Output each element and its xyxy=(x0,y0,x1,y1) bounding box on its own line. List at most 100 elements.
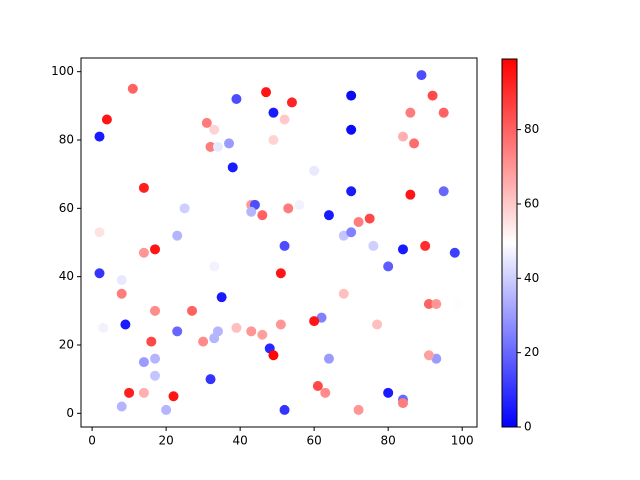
scatter-point xyxy=(323,353,334,364)
colorbar xyxy=(501,58,518,428)
scatter-point xyxy=(231,94,242,104)
y-tick-label: 20 xyxy=(59,338,74,352)
scatter-point xyxy=(397,398,408,409)
scatter-point xyxy=(224,138,235,149)
y-tick-label: 0 xyxy=(66,406,74,420)
scatter-point xyxy=(209,261,220,272)
scatter-point xyxy=(94,227,105,238)
scatter-point xyxy=(268,135,279,145)
scatter-point xyxy=(372,319,383,330)
y-tick-label: 40 xyxy=(59,269,74,283)
scatter-point xyxy=(209,333,220,344)
scatter-point xyxy=(275,319,286,330)
x-tick-label: 60 xyxy=(307,434,322,448)
x-tick-label: 0 xyxy=(88,434,96,448)
scatter-point xyxy=(150,305,161,316)
scatter-point xyxy=(449,247,460,258)
scatter-point xyxy=(172,230,183,241)
scatter-point xyxy=(323,210,334,221)
y-tick-label: 60 xyxy=(59,201,74,215)
scatter-point xyxy=(198,336,209,347)
scatter-point xyxy=(187,305,198,316)
scatter-point xyxy=(268,107,279,118)
scatter-point xyxy=(279,404,290,415)
scatter-point xyxy=(257,210,268,221)
scatter-point xyxy=(346,227,357,238)
scatter-point xyxy=(98,322,109,333)
scatter-point xyxy=(346,90,357,101)
scatter-point xyxy=(309,316,320,327)
scatter-point xyxy=(120,319,131,330)
scatter-point xyxy=(286,97,297,108)
scatter-point xyxy=(268,350,279,361)
scatter-point xyxy=(246,326,257,337)
scatter-point xyxy=(423,299,434,309)
scatter-point xyxy=(423,350,434,361)
x-tick-label: 20 xyxy=(158,434,173,448)
scatter-point xyxy=(261,87,272,98)
scatter-point xyxy=(397,131,408,142)
scatter-point xyxy=(405,107,416,118)
scatter-point xyxy=(309,165,320,176)
colorbar-tick-label: 20 xyxy=(524,345,539,359)
scatter-point xyxy=(346,186,357,197)
scatter-point xyxy=(353,404,364,415)
scatter-point xyxy=(312,381,323,391)
x-tick-label: 80 xyxy=(381,434,396,448)
scatter-point xyxy=(405,189,416,200)
scatter-point xyxy=(150,370,161,381)
scatter-point xyxy=(201,117,212,128)
scatter-point xyxy=(179,203,190,214)
scatter-point xyxy=(438,186,449,197)
scatter-point xyxy=(116,288,127,299)
colorbar-tick-label: 60 xyxy=(524,196,539,210)
x-tick-label: 40 xyxy=(232,434,247,448)
scatter-point xyxy=(320,387,331,398)
scatter-point xyxy=(338,288,349,299)
scatter-point xyxy=(138,247,149,258)
scatter-point xyxy=(231,322,242,333)
scatter-point xyxy=(116,401,127,412)
scatter-point xyxy=(257,329,268,340)
scatter-point xyxy=(294,199,305,210)
x-tick-label: 100 xyxy=(451,434,474,448)
scatter-point xyxy=(205,374,216,385)
scatter-point xyxy=(431,299,442,309)
scatter-point xyxy=(116,275,127,286)
scatter-point xyxy=(364,213,375,224)
scatter-point xyxy=(275,268,286,279)
scatter-point xyxy=(409,138,420,149)
scatter-point xyxy=(216,292,227,303)
scatter-point xyxy=(416,70,427,81)
scatter-point xyxy=(346,124,357,135)
scatter-point xyxy=(138,182,149,193)
colorbar-tick-label: 40 xyxy=(524,271,539,285)
plot-frame xyxy=(80,57,478,428)
colorbar-tick-label: 80 xyxy=(524,122,539,136)
scatter-point xyxy=(279,240,290,251)
scatter-point xyxy=(101,114,112,125)
scatter-point xyxy=(383,387,394,398)
scatter-point xyxy=(150,244,161,255)
scatter-point xyxy=(420,240,431,251)
scatter-point xyxy=(353,217,364,227)
scatter-point xyxy=(427,90,438,101)
y-tick-label: 80 xyxy=(59,133,74,147)
scatter-point xyxy=(94,268,105,279)
scatter-point xyxy=(146,336,157,347)
scatter-point xyxy=(138,357,149,368)
scatter-point xyxy=(368,240,379,251)
scatter-point xyxy=(212,141,223,152)
scatter-point xyxy=(124,387,135,398)
scatter-point xyxy=(438,107,449,118)
y-tick-label: 100 xyxy=(51,64,74,78)
scatter-point xyxy=(383,261,394,272)
scatter-point xyxy=(227,162,238,173)
scatter-point xyxy=(161,404,172,415)
scatter-point xyxy=(205,141,216,152)
scatter-point xyxy=(138,387,149,398)
scatter-point xyxy=(150,353,161,364)
scatter-point xyxy=(246,206,257,217)
scatter-point xyxy=(94,131,105,142)
